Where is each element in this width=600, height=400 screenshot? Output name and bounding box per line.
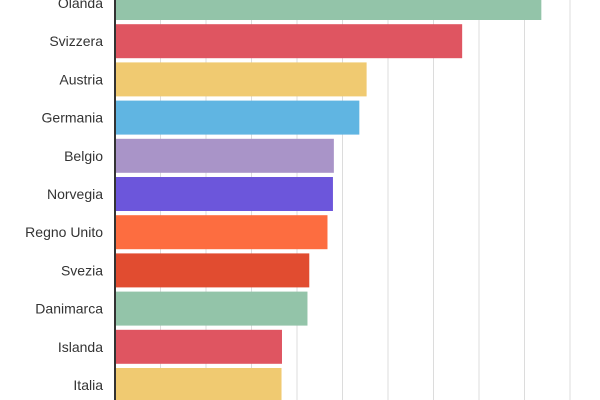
category-labels: Olanda Svizzera Austria Germania Belgio Norve…	[25, 0, 103, 393]
category-label: Germania	[42, 110, 104, 126]
category-label: Norvegia	[47, 186, 103, 202]
bar	[115, 368, 282, 400]
bars	[115, 0, 542, 400]
bar	[115, 0, 542, 20]
bar	[115, 329, 282, 364]
bar	[115, 291, 308, 326]
bar	[115, 100, 360, 135]
category-label: Danimarca	[35, 301, 103, 317]
bar	[115, 177, 333, 211]
category-label: Austria	[59, 71, 103, 87]
category-label: Svezia	[61, 262, 103, 278]
category-label: Regno Unito	[25, 224, 103, 240]
category-label: Islanda	[58, 339, 103, 355]
category-label: Italia	[73, 377, 103, 393]
bar	[115, 62, 367, 97]
bar	[115, 24, 463, 59]
category-label: Olanda	[58, 0, 103, 11]
bar	[115, 215, 328, 250]
category-label: Svizzera	[49, 33, 103, 49]
category-label: Belgio	[64, 148, 103, 164]
bar	[115, 138, 334, 173]
bar	[115, 253, 310, 288]
